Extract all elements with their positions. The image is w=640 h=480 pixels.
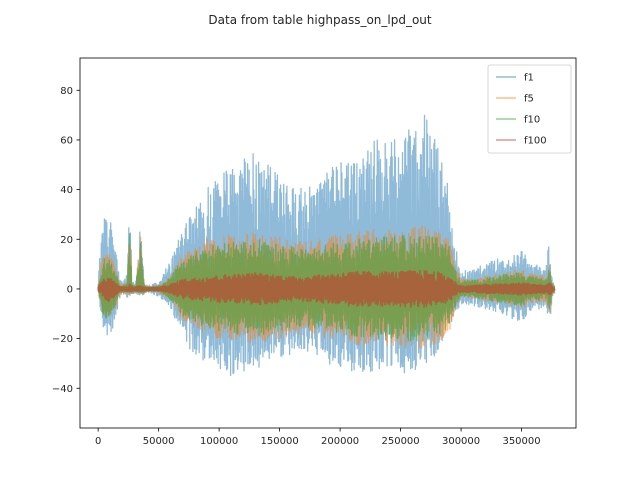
legend-label-f5: f5 [524,94,534,105]
x-tick-label: 50000 [143,436,175,447]
x-tick-label: 150000 [261,436,299,447]
chart-title: Data from table highpass_on_lpd_out [208,13,432,27]
axes-layer: 0 50000 100000 150000 200000 250000 300000 3500… [52,57,577,447]
legend: f1 f5 f10 f100 [487,64,572,154]
x-tick-label: 350000 [502,436,540,447]
x-tick-label: 0 [95,436,101,447]
y-tick-label: −40 [52,384,73,395]
legend-label-f10: f10 [524,115,540,126]
x-tick-label: 100000 [200,436,238,447]
y-tick-label: 40 [60,185,73,196]
x-tick-label: 200000 [321,436,359,447]
legend-label-f100: f100 [524,136,547,147]
y-tick-label: 0 [67,284,73,295]
y-tick-label: 80 [60,86,73,97]
y-tick-label: 20 [60,235,73,246]
x-tick-label: 300000 [442,436,480,447]
legend-label-f1: f1 [524,73,534,84]
y-tick-label: −20 [52,334,73,345]
plot-frame [79,57,577,429]
x-tick-label: 250000 [381,436,419,447]
legend-box [487,64,572,154]
series-f100-line [97,269,556,308]
series-layer [97,114,556,377]
y-tick-label: 60 [60,135,73,146]
